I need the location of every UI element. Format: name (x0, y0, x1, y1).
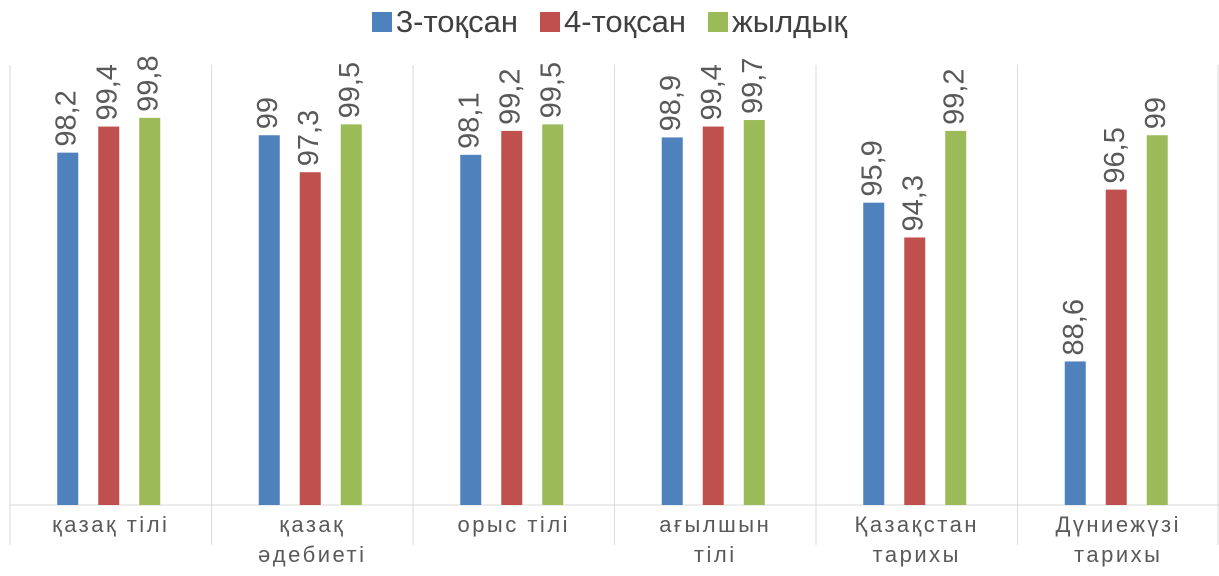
x-tick-label: ағылшын тілі (659, 512, 772, 567)
bar (945, 130, 967, 505)
value-label: 99,2 (938, 68, 970, 124)
legend-item: 3-тоқсан (371, 4, 518, 40)
legend-label: жылдық (732, 4, 848, 39)
bar (702, 126, 724, 506)
value-label: 97,3 (293, 110, 325, 166)
value-label: 99,4 (696, 64, 728, 120)
x-tick-label: қазақ әдебиеті (258, 512, 367, 567)
value-label: 98,1 (453, 92, 485, 148)
legend: 3-тоқсан 4-тоқсан жылдық (0, 4, 1219, 40)
legend-label: 4-тоқсан (563, 4, 687, 39)
bar (1105, 189, 1127, 505)
bar (299, 172, 321, 505)
bar (904, 237, 926, 505)
bar (661, 137, 683, 506)
bar (57, 152, 79, 505)
value-label: 96,5 (1099, 127, 1131, 183)
value-label: 94,3 (897, 175, 929, 231)
value-label: 88,6 (1058, 299, 1090, 355)
bar (340, 124, 362, 505)
bar (542, 124, 564, 505)
value-label: 99,8 (132, 55, 164, 111)
bar (460, 154, 482, 505)
bar (1064, 361, 1086, 505)
legend-item: жылдық (708, 4, 847, 40)
value-label: 99,2 (494, 68, 526, 124)
value-label: 99,5 (334, 62, 366, 118)
bar (258, 135, 280, 505)
legend-swatch (371, 12, 392, 32)
value-label: 98,2 (50, 90, 82, 146)
value-label: 99,4 (91, 64, 123, 120)
bar (501, 130, 523, 505)
legend-swatch (708, 12, 729, 32)
bar (139, 117, 161, 505)
value-label: 99 (1140, 97, 1172, 129)
bar (1146, 135, 1168, 505)
bar (863, 202, 885, 506)
value-label: 99,5 (535, 62, 567, 118)
bar (743, 120, 765, 506)
legend-swatch (539, 12, 560, 32)
x-tick-label: орыс тілі (457, 512, 571, 537)
x-tick-label: Дүниежүзі тарихы (1055, 512, 1182, 567)
x-tick-label: қазақ тілі (52, 512, 170, 537)
value-label: 99,7 (737, 58, 769, 114)
x-tick-label: Қазақстан тарихы (854, 512, 979, 567)
value-label: 98,9 (655, 75, 687, 131)
bar (98, 126, 120, 506)
legend-item: 4-тоқсан (539, 4, 687, 40)
value-label: 99 (252, 97, 284, 129)
value-label: 95,9 (856, 140, 888, 196)
legend-label: 3-тоқсан (395, 4, 518, 39)
